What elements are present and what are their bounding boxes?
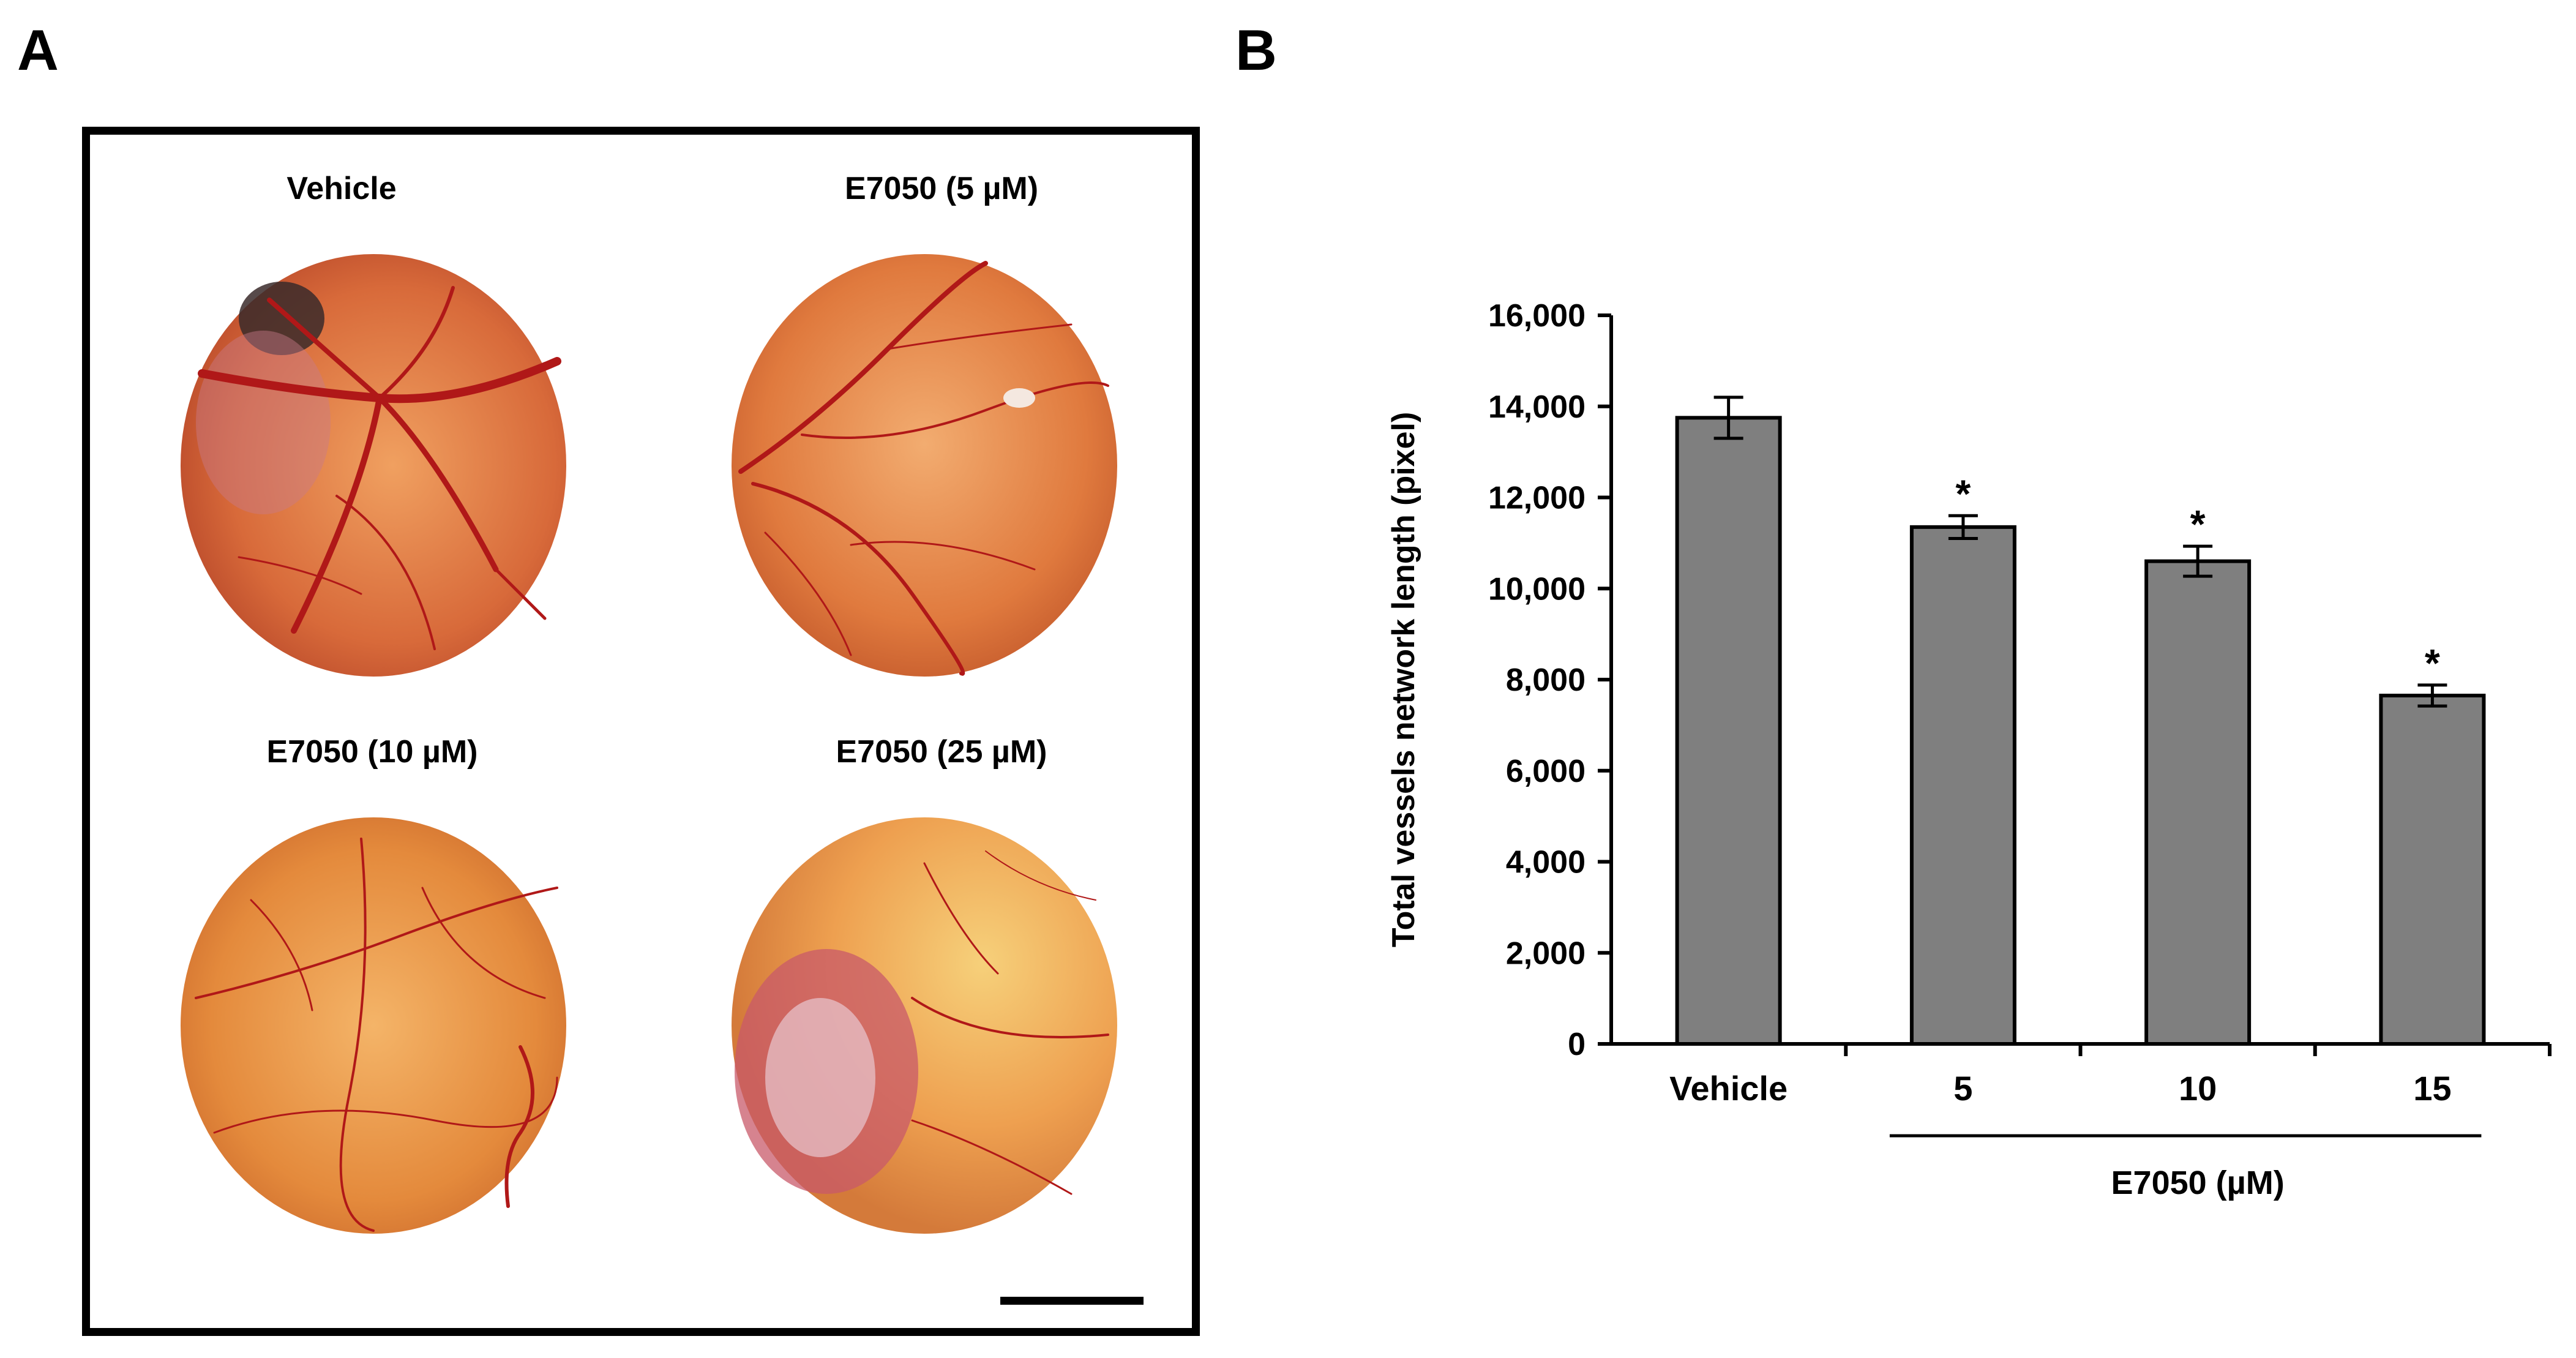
x-group-label: E7050 (µM) (2111, 1165, 2285, 1201)
y-tick-label: 2,000 (1506, 936, 1586, 971)
y-tick-label: 12,000 (1488, 481, 1586, 516)
x-tick-label: Vehicle (1669, 1069, 1788, 1108)
caption-e7050-5um: E7050 (5 µM) (844, 171, 1039, 206)
bar-10 (2144, 559, 2252, 1046)
bar-15 (2379, 694, 2486, 1046)
bars: * * * (1675, 396, 2486, 1046)
y-tick-label: 10,000 (1488, 571, 1586, 607)
cam-image-vehicle (181, 254, 566, 677)
error-bar (1948, 514, 1978, 540)
caption-e7050-10um: E7050 (10 µM) (266, 734, 478, 770)
caption-e7050-25um: E7050 (25 µM) (836, 734, 1047, 770)
error-bar (2183, 544, 2213, 578)
significance-marker: * (2425, 641, 2440, 685)
panel-b-label: B (1235, 18, 1277, 82)
y-tick-label: 14,000 (1488, 389, 1586, 425)
bar-vehicle (1675, 416, 1782, 1046)
bar-chart: Total vessels network length (pixel) 0 2,… (1386, 298, 2552, 1201)
y-tick-label: 6,000 (1506, 754, 1586, 789)
y-axis-label: Total vessels network length (pixel) (1386, 412, 1421, 948)
y-tick-label: 4,000 (1506, 845, 1586, 880)
x-tick-label: 15 (2413, 1069, 2451, 1108)
y-axis-ticks: 0 2,000 4,000 6,000 8,000 10,000 12,000 14,000 1… (1488, 298, 1611, 1062)
x-tick-label: 10 (2179, 1069, 2217, 1108)
error-bar (2417, 683, 2447, 708)
micrograph-panel-frame (82, 127, 1200, 1336)
caption-vehicle: Vehicle (286, 171, 397, 206)
error-bar (1713, 396, 1743, 440)
significance-marker: * (1955, 471, 1971, 516)
cam-image-e7050-10um (181, 817, 566, 1234)
x-axis-ticks: Vehicle 5 10 15 (1669, 1044, 2552, 1108)
x-tick-label: 5 (1953, 1069, 1972, 1108)
cam-image-e7050-25um (732, 817, 1117, 1234)
y-tick-label: 0 (1568, 1027, 1586, 1062)
y-tick-label: 16,000 (1488, 298, 1586, 334)
y-tick-label: 8,000 (1506, 662, 1586, 698)
cam-image-e7050-5um (732, 254, 1117, 677)
scale-bar (1000, 1297, 1144, 1305)
panel-a-label: A (17, 18, 59, 82)
significance-marker: * (2190, 502, 2206, 546)
bar-5 (1909, 525, 2016, 1046)
